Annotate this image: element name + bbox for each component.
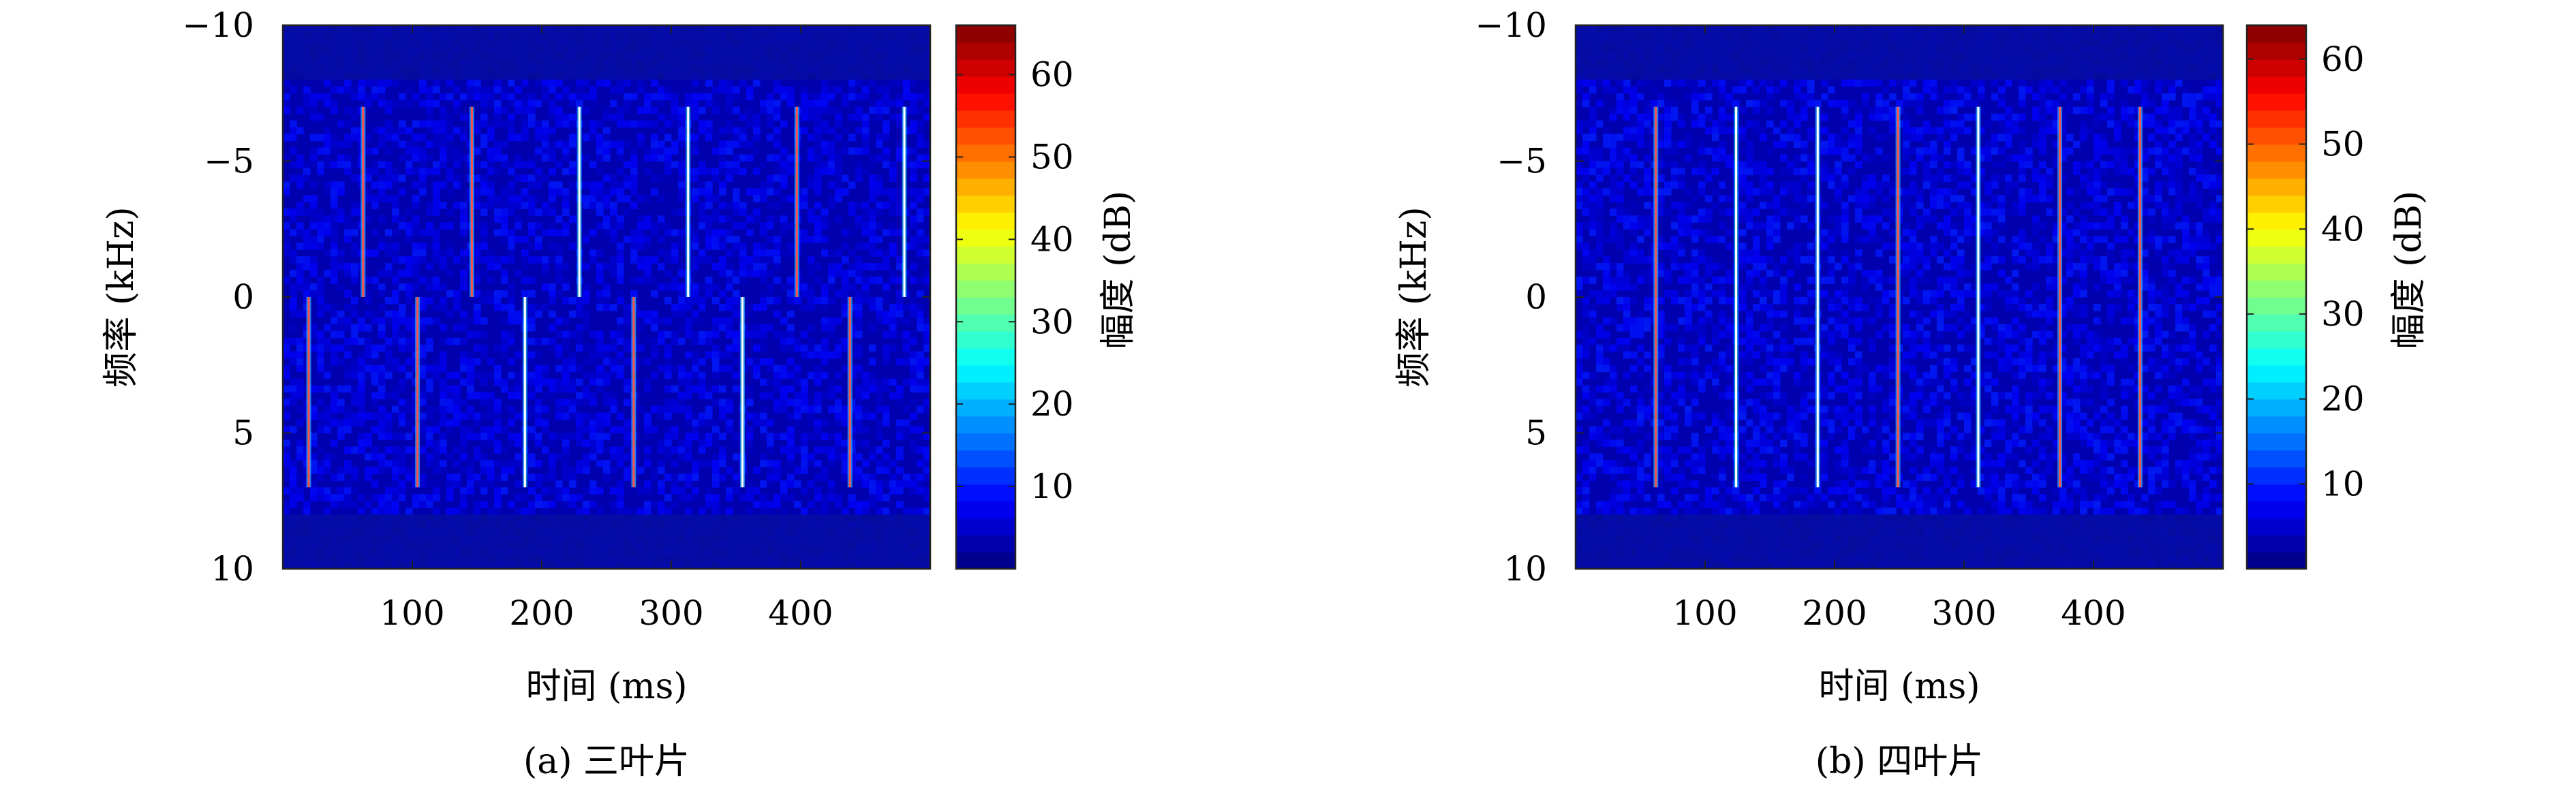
colorbar: 10 20 30 40 50 60 幅度 (dB) (955, 24, 1139, 570)
spectrogram-background (283, 25, 931, 570)
colorbar-tick-label: 60 (1030, 55, 1074, 95)
y-tick-label: −10 (1475, 5, 1547, 45)
subplot-caption: (a) 三叶片 (523, 741, 690, 782)
subplot-b: 100 200 300 400 −10 −5 0 5 10 时间 (ms) 频率 (kHz) (b) … (1394, 5, 2429, 782)
x-axis-label: 时间 (ms) (525, 666, 687, 707)
x-axis-label: 时间 (ms) (1818, 666, 1980, 707)
colorbar-tick-label: 20 (2321, 379, 2365, 419)
colorbar-tick-label: 40 (2321, 209, 2365, 249)
spectrogram-background (1576, 25, 2224, 570)
y-tick-label: 0 (1525, 277, 1547, 317)
y-axis-label: 频率 (kHz) (1394, 206, 1435, 387)
x-tick-label: 200 (1802, 593, 1867, 633)
colorbar-tick-label: 10 (2321, 464, 2365, 503)
colorbar-tick-label: 40 (1030, 219, 1074, 259)
subplot-a: 100 200 300 400 −10 −5 0 5 10 时间 (ms) 频率 (kHz) (a) … (101, 5, 1139, 782)
y-tick-label: −10 (182, 5, 254, 45)
y-tick-label: 10 (1503, 549, 1547, 589)
subplot-caption: (b) 四叶片 (1815, 741, 1983, 782)
y-tick-label: −5 (204, 142, 254, 181)
y-tick-label: 0 (232, 277, 254, 317)
colorbar-tick-label: 20 (1030, 384, 1074, 424)
x-tick-label: 200 (509, 593, 574, 633)
x-tick-label: 300 (1931, 593, 1996, 633)
colorbar: 10 20 30 40 50 60 幅度 (dB) (2245, 24, 2429, 570)
colorbar-tick-label: 50 (2321, 125, 2365, 164)
x-tick-label: 300 (639, 593, 703, 633)
y-axis-label: 频率 (kHz) (101, 206, 142, 387)
colorbar-label: 幅度 (dB) (1098, 191, 1139, 349)
x-tick-label: 400 (2061, 593, 2126, 633)
colorbar-label: 幅度 (dB) (2389, 191, 2429, 349)
x-tick-label: 100 (1672, 593, 1737, 633)
y-tick-label: 5 (1525, 414, 1547, 453)
colorbar-tick-label: 60 (2321, 40, 2365, 79)
colorbar-tick-label: 50 (1030, 137, 1074, 176)
x-tick-label: 100 (380, 593, 444, 633)
y-tick-label: 10 (211, 549, 254, 589)
colorbar-tick-label: 10 (1030, 467, 1074, 506)
colorbar-tick-label: 30 (1030, 302, 1074, 341)
y-tick-label: −5 (1497, 142, 1547, 181)
x-tick-label: 400 (768, 593, 833, 633)
y-tick-label: 5 (232, 414, 254, 453)
colorbar-tick-label: 30 (2321, 294, 2365, 334)
